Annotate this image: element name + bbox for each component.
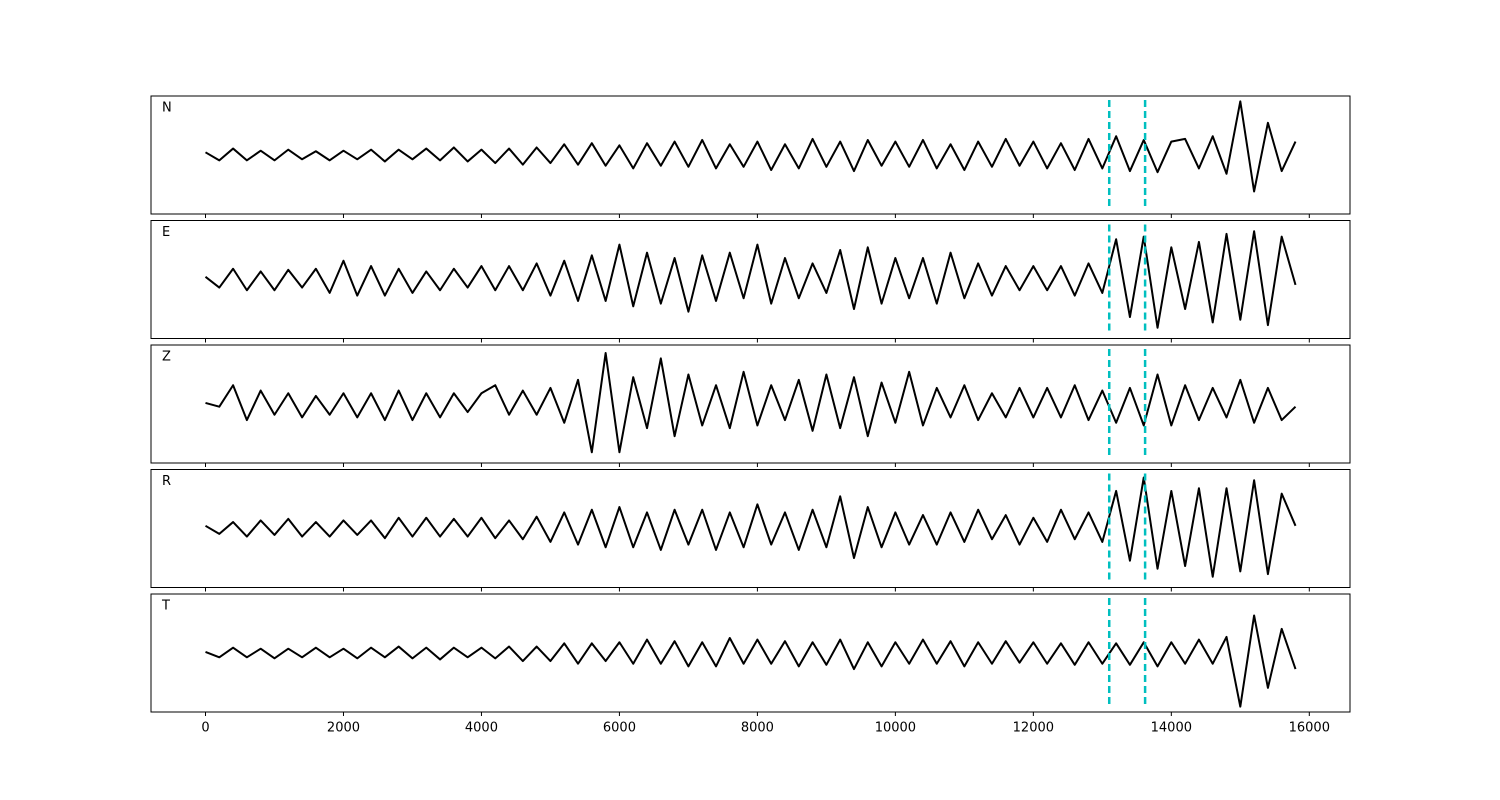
panel-label: R <box>162 474 171 489</box>
x-tick-label: 2000 <box>327 721 360 736</box>
x-tick-label: 14000 <box>1151 721 1192 736</box>
panel-label: N <box>162 101 172 116</box>
trace <box>205 352 1297 454</box>
panel-label: Z <box>162 350 171 365</box>
trace <box>204 100 1297 193</box>
panel-label: E <box>162 225 170 240</box>
x-tick-label: 10000 <box>875 721 916 736</box>
x-tick-label: 0 <box>201 721 209 736</box>
x-tick-label: 12000 <box>1013 721 1054 736</box>
x-tick-label: 16000 <box>1289 721 1330 736</box>
panel-frame <box>150 344 1351 464</box>
panel-frame <box>150 593 1351 713</box>
x-tick-label: 4000 <box>465 721 498 736</box>
panel-label: T <box>161 599 170 614</box>
panel-frame <box>150 469 1351 588</box>
x-tick-label: 8000 <box>741 721 774 736</box>
trace <box>204 230 1297 329</box>
trace <box>204 476 1297 578</box>
trace <box>205 614 1297 708</box>
x-tick-label: 6000 <box>603 721 636 736</box>
panel-frame <box>150 220 1351 339</box>
panel-frame <box>150 95 1351 215</box>
